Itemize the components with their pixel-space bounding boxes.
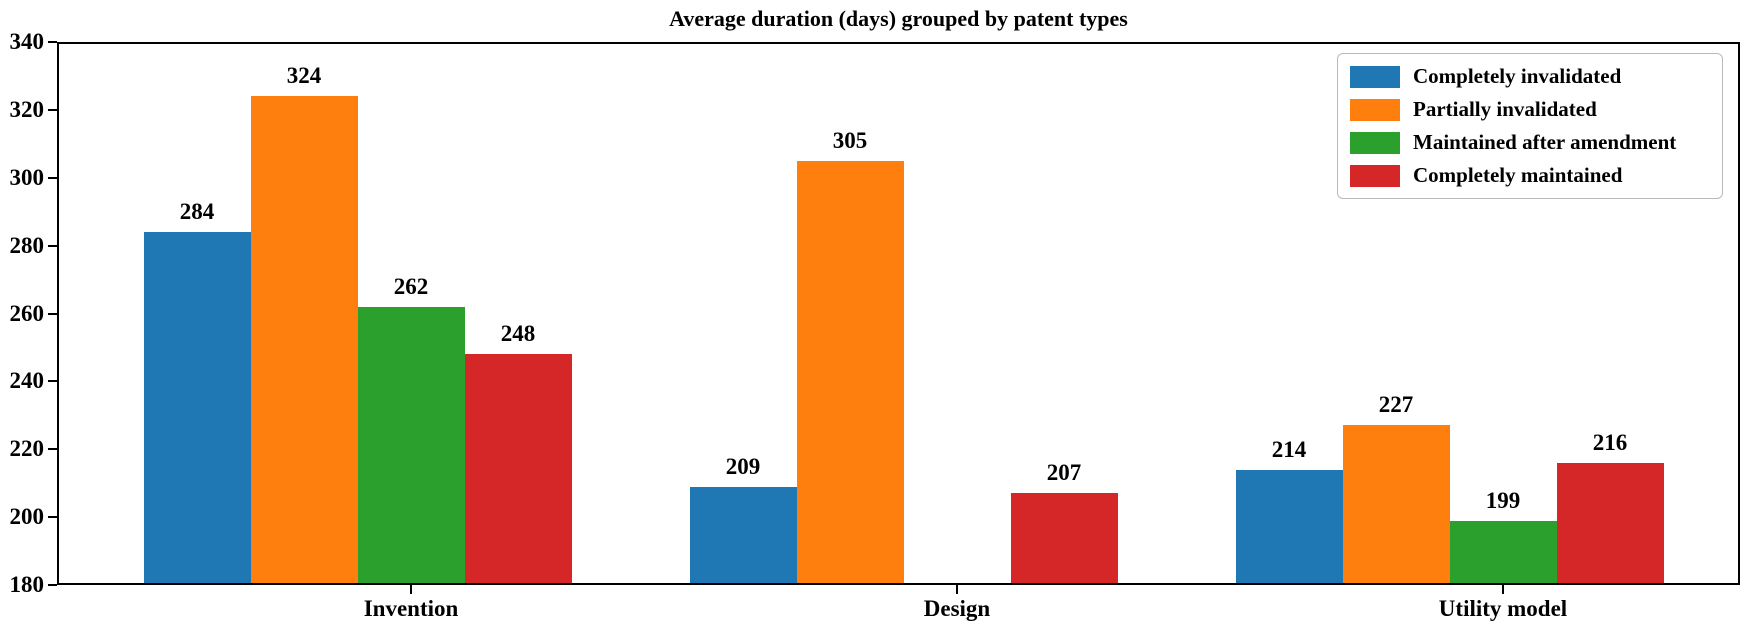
bar <box>1235 469 1343 584</box>
bar-value-label: 227 <box>1378 392 1414 418</box>
bar <box>689 486 797 584</box>
bar <box>1342 425 1450 584</box>
x-tick-mark <box>1502 585 1504 594</box>
legend-label: Partially invalidated <box>1413 97 1597 121</box>
y-tick-mark <box>48 41 57 43</box>
x-tick-mark <box>956 585 958 594</box>
y-tick-mark <box>48 584 57 586</box>
legend-swatch <box>1350 164 1400 187</box>
y-tick-label: 280 <box>9 232 45 258</box>
legend: Completely invalidated Partially invalida… <box>1337 53 1723 199</box>
y-tick-mark <box>48 108 57 111</box>
y-tick-label: 340 <box>9 29 45 54</box>
y-tick-label: 320 <box>9 96 45 122</box>
bar <box>464 354 572 584</box>
bar <box>250 96 358 584</box>
y-tick-mark <box>48 448 57 451</box>
bar <box>1010 493 1118 584</box>
x-tick-label: Utility model <box>1438 596 1568 621</box>
bar <box>357 306 465 584</box>
y-tick-label: 240 <box>9 368 45 394</box>
y-tick-mark <box>48 516 57 519</box>
x-tick-mark <box>410 585 412 594</box>
legend-swatch <box>1350 98 1400 121</box>
bar-value-label: 214 <box>1271 436 1307 462</box>
y-tick-label: 220 <box>9 436 45 462</box>
legend-label: Completely invalidated <box>1413 64 1622 88</box>
legend-swatch <box>1350 65 1400 88</box>
legend-item: Completely invalidated <box>1350 65 1710 88</box>
y-tick-label: 200 <box>9 504 45 530</box>
bar-value-label: 324 <box>286 63 322 89</box>
bar <box>143 232 251 584</box>
bar-value-label: 248 <box>500 321 536 347</box>
y-tick-mark <box>48 312 57 315</box>
bar-value-label: 209 <box>725 453 761 479</box>
bar <box>1449 520 1557 584</box>
bar-value-label: 284 <box>179 199 215 225</box>
legend-item: Completely maintained <box>1350 164 1710 187</box>
bar-value-label: 199 <box>1485 487 1521 513</box>
x-tick-label: Invention <box>363 596 459 621</box>
legend-label: Maintained after amendment <box>1413 130 1677 154</box>
bar-value-label: 207 <box>1046 460 1082 486</box>
y-tick-mark <box>48 176 57 179</box>
bar-value-label: 216 <box>1592 429 1628 455</box>
bar <box>1556 462 1664 584</box>
chart-title: Average duration (days) grouped by paten… <box>669 6 1128 31</box>
legend-item: Maintained after amendment <box>1350 131 1710 154</box>
legend-label: Completely maintained <box>1413 163 1623 187</box>
bar-value-label: 262 <box>393 273 429 299</box>
y-tick-label: 300 <box>9 164 45 190</box>
bar-value-label: 305 <box>832 127 868 153</box>
y-tick-label: 260 <box>9 300 45 326</box>
legend-item: Partially invalidated <box>1350 98 1710 121</box>
legend-swatch <box>1350 131 1400 154</box>
y-tick-label: 180 <box>9 572 45 597</box>
y-tick-mark <box>48 380 57 383</box>
bar <box>796 160 904 584</box>
y-tick-mark <box>48 244 57 247</box>
x-tick-label: Design <box>923 596 991 621</box>
